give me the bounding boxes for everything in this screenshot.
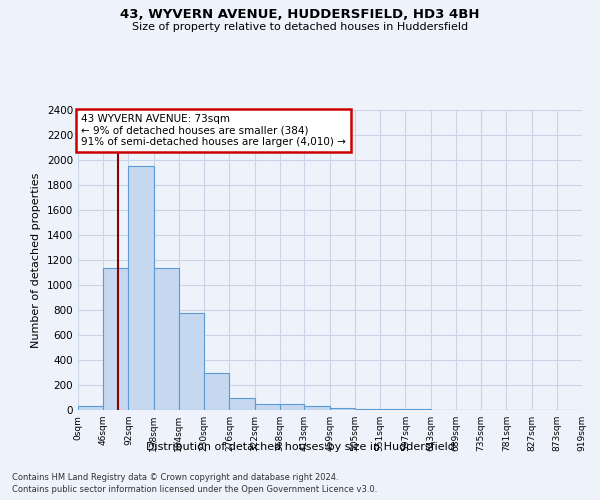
Bar xyxy=(280,404,304,410)
Text: Contains public sector information licensed under the Open Government Licence v3: Contains public sector information licen… xyxy=(12,485,377,494)
Bar xyxy=(229,398,254,410)
Bar xyxy=(154,268,179,410)
Bar xyxy=(204,372,229,410)
Bar xyxy=(103,268,128,410)
Text: Distribution of detached houses by size in Huddersfield: Distribution of detached houses by size … xyxy=(146,442,454,452)
Bar xyxy=(380,409,406,410)
Bar xyxy=(179,313,204,410)
Bar xyxy=(355,409,380,410)
Bar xyxy=(254,404,280,410)
Text: Size of property relative to detached houses in Huddersfield: Size of property relative to detached ho… xyxy=(132,22,468,32)
Text: 43, WYVERN AVENUE, HUDDERSFIELD, HD3 4BH: 43, WYVERN AVENUE, HUDDERSFIELD, HD3 4BH xyxy=(120,8,480,20)
Text: 43 WYVERN AVENUE: 73sqm
← 9% of detached houses are smaller (384)
91% of semi-de: 43 WYVERN AVENUE: 73sqm ← 9% of detached… xyxy=(81,114,346,147)
Bar xyxy=(304,406,330,410)
Bar xyxy=(128,166,154,410)
Bar xyxy=(330,408,355,410)
Y-axis label: Number of detached properties: Number of detached properties xyxy=(31,172,41,348)
Bar xyxy=(78,406,103,410)
Text: Contains HM Land Registry data © Crown copyright and database right 2024.: Contains HM Land Registry data © Crown c… xyxy=(12,472,338,482)
